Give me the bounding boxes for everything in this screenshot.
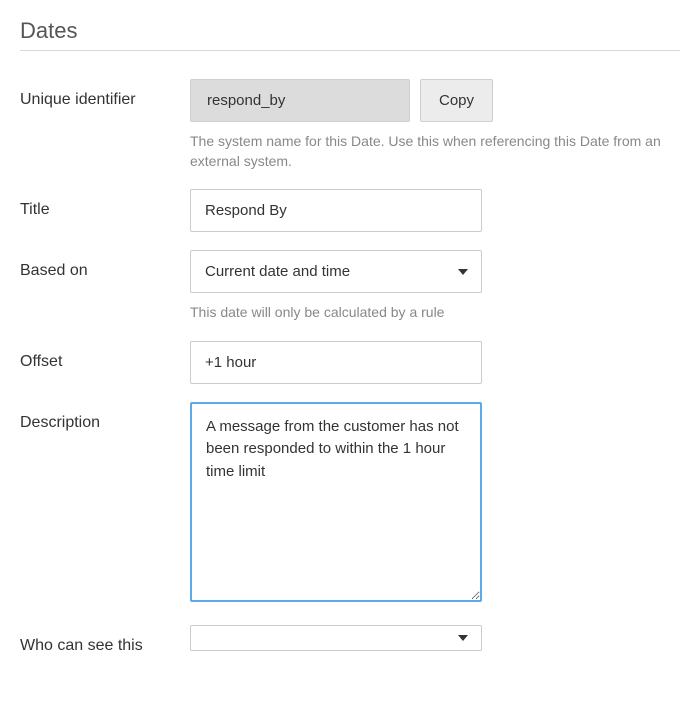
title-label: Title	[20, 189, 190, 219]
row-offset: Offset	[20, 341, 680, 384]
description-textarea[interactable]	[190, 402, 482, 602]
offset-label: Offset	[20, 341, 190, 371]
section-title: Dates	[20, 18, 680, 44]
unique-identifier-label: Unique identifier	[20, 79, 190, 109]
row-description: Description	[20, 402, 680, 607]
visibility-select[interactable]	[190, 625, 482, 651]
based-on-label: Based on	[20, 250, 190, 280]
visibility-label: Who can see this	[20, 625, 190, 655]
based-on-help: This date will only be calculated by a r…	[190, 303, 670, 323]
row-based-on: Based on Current date and time This date…	[20, 250, 680, 323]
section-divider	[20, 50, 680, 51]
unique-identifier-help: The system name for this Date. Use this …	[190, 132, 670, 171]
unique-identifier-value: respond_by	[190, 79, 410, 122]
description-label: Description	[20, 402, 190, 432]
title-input[interactable]	[190, 189, 482, 232]
copy-button[interactable]: Copy	[420, 79, 493, 122]
row-visibility: Who can see this	[20, 625, 680, 655]
row-unique-identifier: Unique identifier respond_by Copy The sy…	[20, 79, 680, 171]
offset-input[interactable]	[190, 341, 482, 384]
based-on-select[interactable]: Current date and time	[190, 250, 482, 293]
row-title: Title	[20, 189, 680, 232]
